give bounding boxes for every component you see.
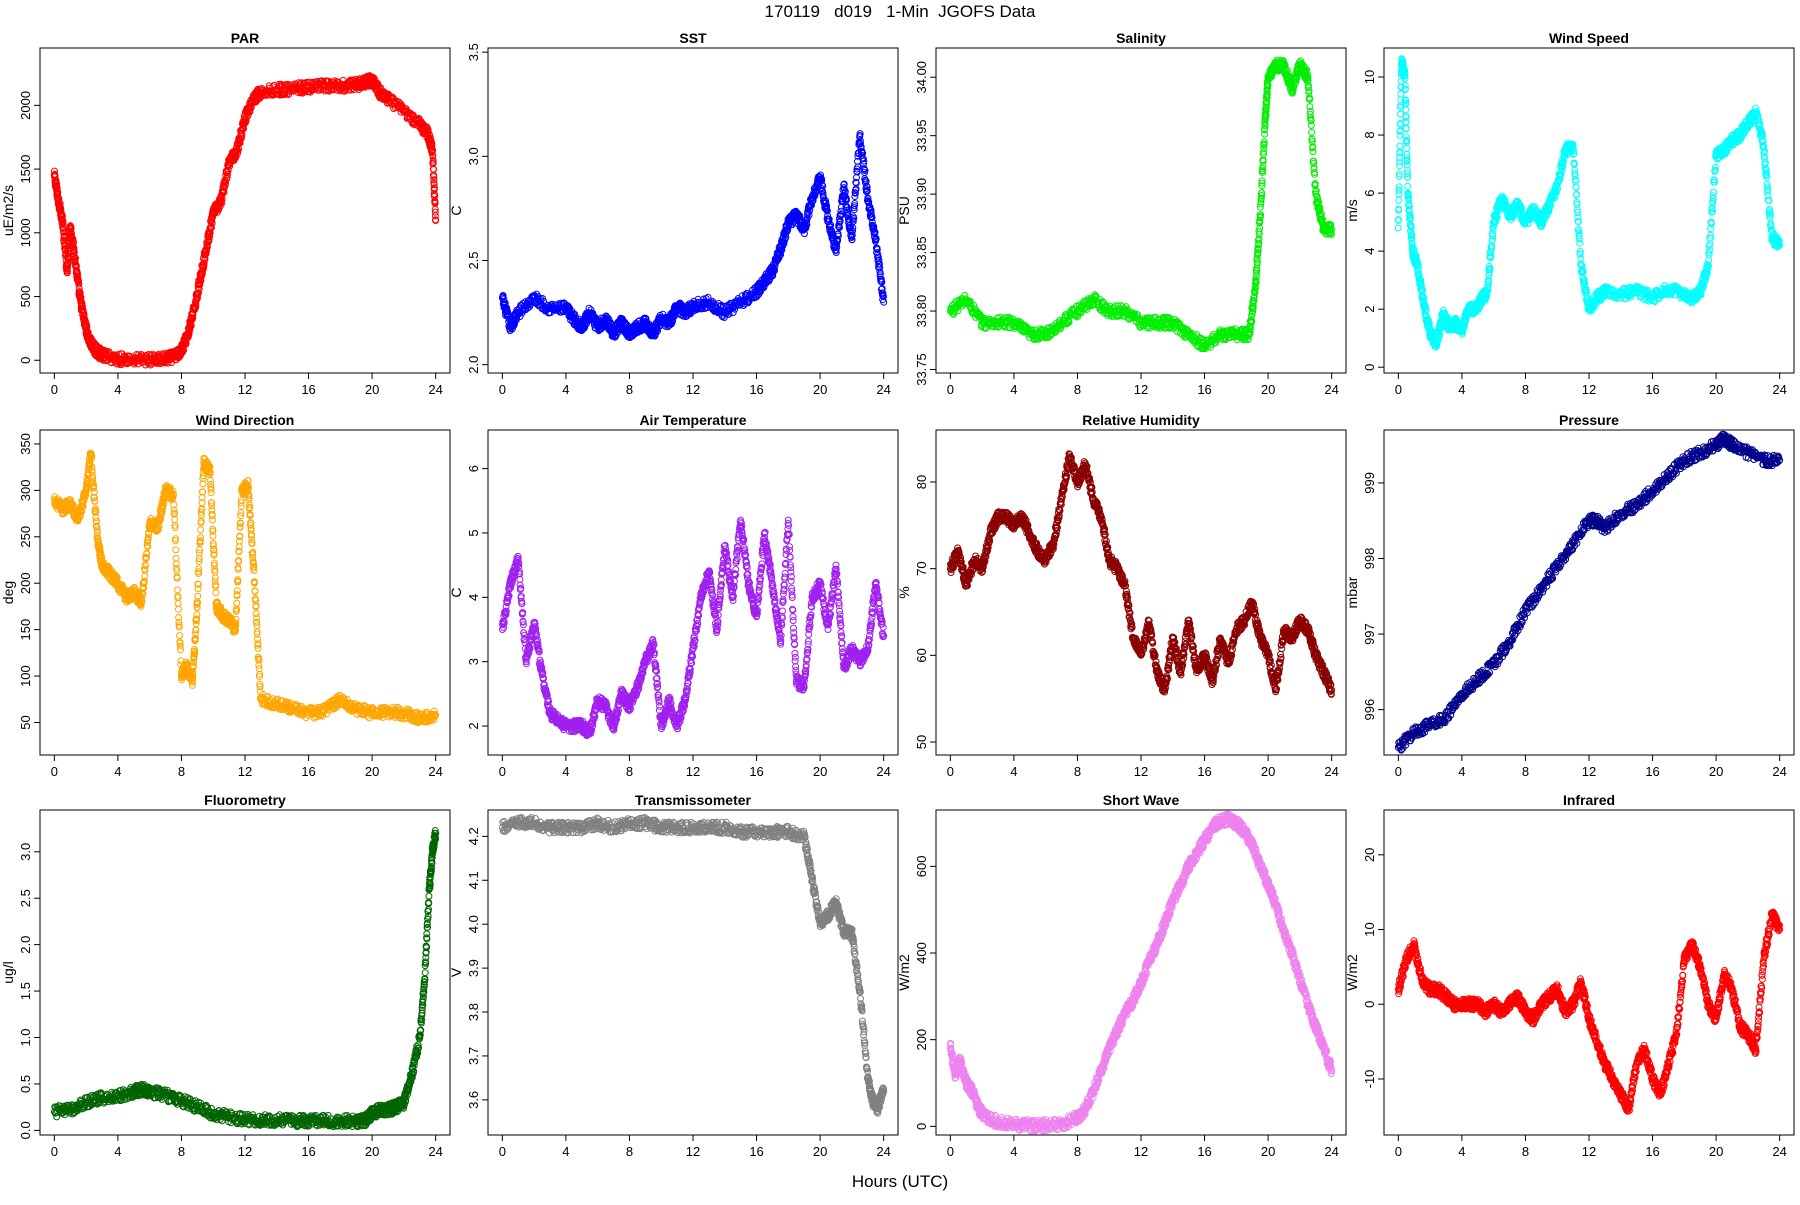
x-tick-label: 0 <box>499 382 506 397</box>
y-tick-label: 8 <box>1362 131 1377 138</box>
x-tick-label: 4 <box>114 382 121 397</box>
panel-title: Salinity <box>1116 30 1166 46</box>
y-tick-label: 33.95 <box>914 119 929 152</box>
x-tick-label: 16 <box>1645 382 1659 397</box>
x-tick-label: 4 <box>1458 382 1465 397</box>
x-tick-label: 20 <box>1709 382 1723 397</box>
data-point <box>1395 225 1401 231</box>
data-series <box>1395 56 1782 350</box>
x-tick-label: 24 <box>1324 382 1338 397</box>
panel-title: Wind Speed <box>1549 30 1629 46</box>
x-tick-label: 16 <box>301 382 315 397</box>
panel-sst: SST 0 4 8 12 16 20 24 2.0 2.5 3.0 3.5 C <box>448 30 898 397</box>
y-axis-label: m/s <box>1344 199 1360 222</box>
x-tick-label: 24 <box>1772 382 1786 397</box>
data-point <box>1396 197 1402 203</box>
y-tick-label: 0 <box>18 357 33 364</box>
x-tick-label: 12 <box>238 382 252 397</box>
y-tick-label: 2.0 <box>466 356 481 374</box>
data-point <box>1577 240 1583 246</box>
y-tick-label: 500 <box>18 286 33 308</box>
data-point <box>1309 129 1315 135</box>
y-tick-label: 0 <box>1362 364 1377 371</box>
y-tick-label: 33.90 <box>914 178 929 211</box>
x-tick-label: 12 <box>1134 382 1148 397</box>
y-tick-label: 1500 <box>18 155 33 184</box>
x-tick-label: 0 <box>947 382 954 397</box>
data-point <box>1573 184 1579 190</box>
y-axis-label: C <box>448 205 464 215</box>
y-tick-label: 33.75 <box>914 353 929 386</box>
x-tick-label: 24 <box>876 382 890 397</box>
x-tick-label: 4 <box>1010 382 1017 397</box>
y-tick-label: 4 <box>1362 248 1377 255</box>
y-tick-label: 3.0 <box>466 147 481 165</box>
x-tick-label: 20 <box>813 382 827 397</box>
x-tick-label: 0 <box>1395 382 1402 397</box>
y-tick-label: 34.00 <box>914 61 929 94</box>
panel-title: PAR <box>231 30 260 46</box>
panel-title: SST <box>679 30 707 46</box>
x-tick-label: 8 <box>1074 382 1081 397</box>
y-tick-label: 10 <box>1362 70 1377 84</box>
x-tick-label: 8 <box>626 382 633 397</box>
x-tick-label: 12 <box>686 382 700 397</box>
x-tick-label: 8 <box>178 382 185 397</box>
data-series <box>51 73 438 368</box>
y-axis-label: PSU <box>896 196 912 225</box>
data-point <box>1405 174 1411 180</box>
panel-par: PAR 0 4 8 12 16 20 24 0 500 1000 1500 2000 uE/m2/s <box>0 30 450 397</box>
y-tick-label: 6 <box>1362 189 1377 196</box>
panel-salinity: Salinity 0 4 8 12 16 20 24 33.75 33.80 33.85 33.90 3… <box>896 30 1346 397</box>
y-axis-label: uE/m2/s <box>0 185 16 236</box>
x-tick-label: 24 <box>428 382 442 397</box>
data-series <box>947 57 1334 352</box>
y-tick-label: 2 <box>1362 306 1377 313</box>
data-point <box>1405 183 1411 189</box>
data-point <box>431 166 437 172</box>
data-point <box>1397 143 1403 149</box>
x-tick-label: 8 <box>1522 382 1529 397</box>
x-tick-label: 20 <box>365 382 379 397</box>
data-point <box>1404 146 1410 152</box>
x-tick-label: 16 <box>749 382 763 397</box>
plot-frame <box>488 48 898 373</box>
data-series <box>499 131 886 341</box>
x-tick-label: 16 <box>1197 382 1211 397</box>
x-tick-label: 20 <box>1261 382 1275 397</box>
x-tick-label: 12 <box>1582 382 1596 397</box>
y-tick-label: 1000 <box>18 218 33 247</box>
y-tick-label: 33.80 <box>914 295 929 328</box>
x-tick-label: 4 <box>562 382 569 397</box>
y-tick-label: 2.5 <box>466 251 481 269</box>
y-tick-label: 3.5 <box>466 43 481 61</box>
y-tick-label: 33.85 <box>914 236 929 269</box>
y-tick-label: 2000 <box>18 91 33 120</box>
x-tick-label: 0 <box>51 382 58 397</box>
figure-title: 170119 d019 1-Min JGOFS Data <box>0 2 1800 22</box>
